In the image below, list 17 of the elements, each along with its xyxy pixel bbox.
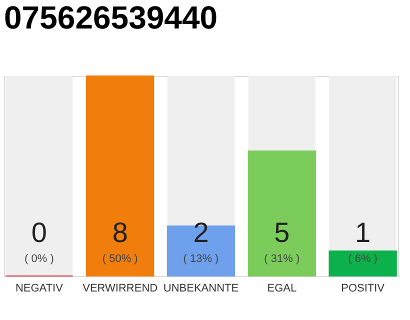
data-label: 0 (31, 217, 47, 248)
bar (328, 250, 397, 276)
x-tick-label: VERWIRREND (82, 282, 158, 294)
annotation: ( 0% ) (24, 253, 54, 265)
x-tick-label: NEGATIV (15, 282, 64, 294)
data-label: 5 (274, 217, 290, 248)
x-tick-label: UNBEKANNTE (163, 282, 239, 294)
x-tick-label: EGAL (267, 282, 297, 294)
chart-title: 075626539440 (4, 0, 218, 36)
x-tick-label: POSITIV (341, 282, 386, 294)
annotation: ( 50% ) (102, 253, 138, 265)
annotation: ( 13% ) (183, 253, 219, 265)
data-label: 8 (112, 217, 128, 248)
data-label: 1 (355, 217, 371, 248)
annotation: ( 31% ) (264, 253, 300, 265)
data-label: 2 (193, 217, 209, 248)
annotation: ( 6% ) (348, 253, 378, 265)
